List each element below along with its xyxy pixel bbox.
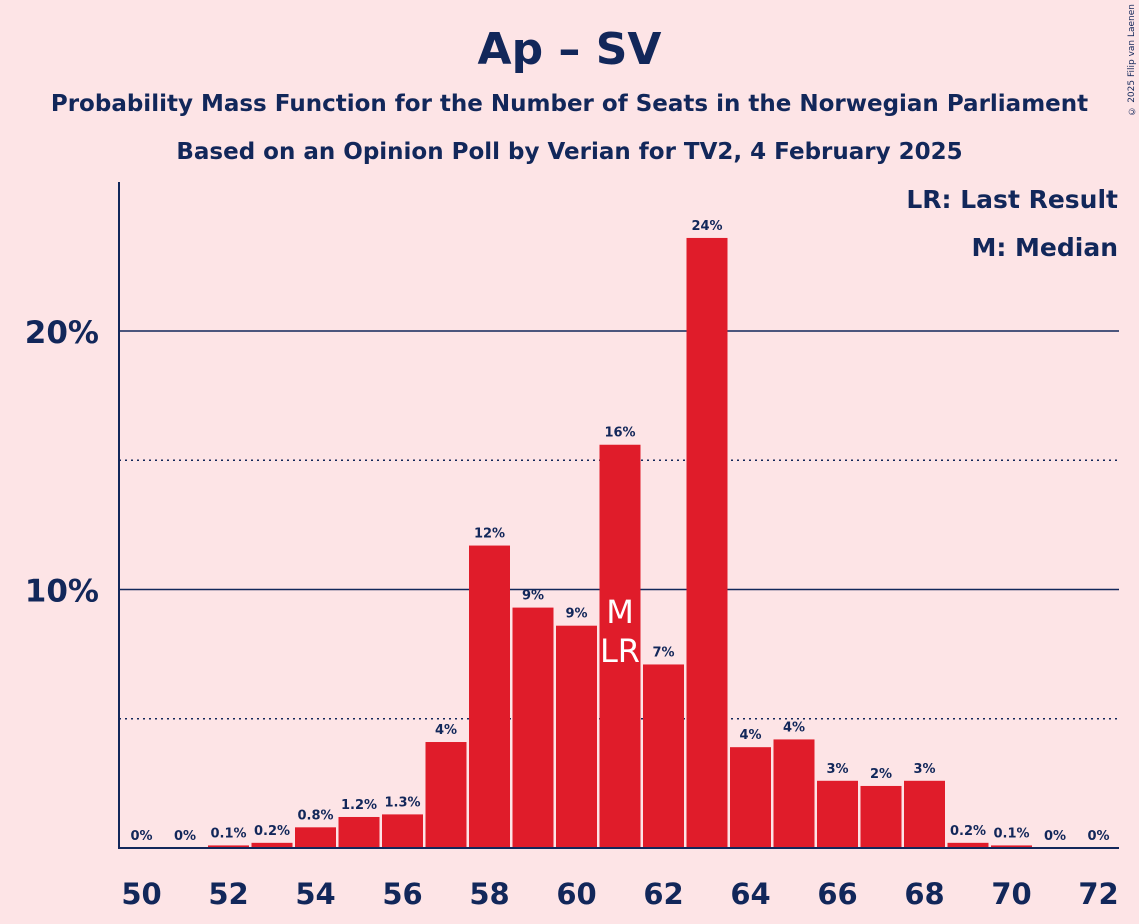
x-tick-label: 52 <box>208 877 248 911</box>
bar <box>904 780 945 848</box>
chart-source: Based on an Opinion Poll by Verian for T… <box>176 139 963 165</box>
bar <box>643 664 684 848</box>
bar <box>512 607 554 848</box>
bar <box>773 739 815 848</box>
bar <box>991 845 1032 848</box>
x-tick-label: 54 <box>295 877 335 911</box>
x-tick-label: 64 <box>730 877 770 911</box>
data-label: 16% <box>604 426 635 441</box>
data-label: 0% <box>1044 829 1066 844</box>
data-label: 1.2% <box>341 798 377 813</box>
x-tick-label: 62 <box>643 877 683 911</box>
data-label: 7% <box>652 645 674 660</box>
bar <box>860 785 902 848</box>
data-label: 9% <box>522 589 544 604</box>
x-tick-label: 60 <box>556 877 596 911</box>
bar <box>556 625 597 848</box>
y-tick-label: 20% <box>25 315 99 351</box>
data-label: 0.1% <box>993 826 1029 841</box>
x-tick-label: 68 <box>904 877 944 911</box>
data-label: 0% <box>174 829 196 844</box>
bar <box>338 816 380 848</box>
data-label: 12% <box>474 527 505 542</box>
data-label: 4% <box>783 720 805 735</box>
bar <box>208 845 249 848</box>
bar <box>425 742 467 848</box>
data-label: 0.2% <box>950 824 986 839</box>
x-tick-label: 56 <box>382 877 422 911</box>
data-label: 0% <box>130 829 152 844</box>
bar <box>251 842 293 848</box>
data-label: 0% <box>1087 829 1109 844</box>
bar <box>817 780 858 848</box>
data-label: 1.3% <box>384 795 420 810</box>
bar <box>382 814 423 848</box>
x-tick-label: 50 <box>121 877 161 911</box>
data-label: 4% <box>435 723 457 738</box>
x-tick-label: 70 <box>991 877 1031 911</box>
bar <box>469 545 510 848</box>
data-label: 24% <box>691 219 722 234</box>
bar <box>295 827 336 848</box>
chart-subtitle: Probability Mass Function for the Number… <box>50 91 1089 117</box>
last-result-marker: LR <box>600 632 640 670</box>
data-label: 0.8% <box>297 808 333 823</box>
data-label: 4% <box>739 728 761 743</box>
median-marker: M <box>606 593 634 631</box>
x-tick-label: 58 <box>469 877 509 911</box>
legend-median: M: Median <box>971 233 1118 262</box>
data-label: 0.2% <box>254 824 290 839</box>
bar <box>686 237 728 848</box>
bar <box>599 444 641 848</box>
data-label: 9% <box>565 607 587 622</box>
data-label: 2% <box>870 767 892 782</box>
data-label: 0.1% <box>210 826 246 841</box>
x-tick-label: 66 <box>817 877 857 911</box>
chart-title: Ap – SV <box>477 24 662 75</box>
bar <box>730 747 771 848</box>
x-tick-label: 72 <box>1078 877 1118 911</box>
data-label: 3% <box>826 762 848 777</box>
data-label: 3% <box>913 762 935 777</box>
y-tick-label: 10% <box>25 574 99 610</box>
legend-last-result: LR: Last Result <box>906 185 1118 214</box>
bar <box>947 842 989 848</box>
